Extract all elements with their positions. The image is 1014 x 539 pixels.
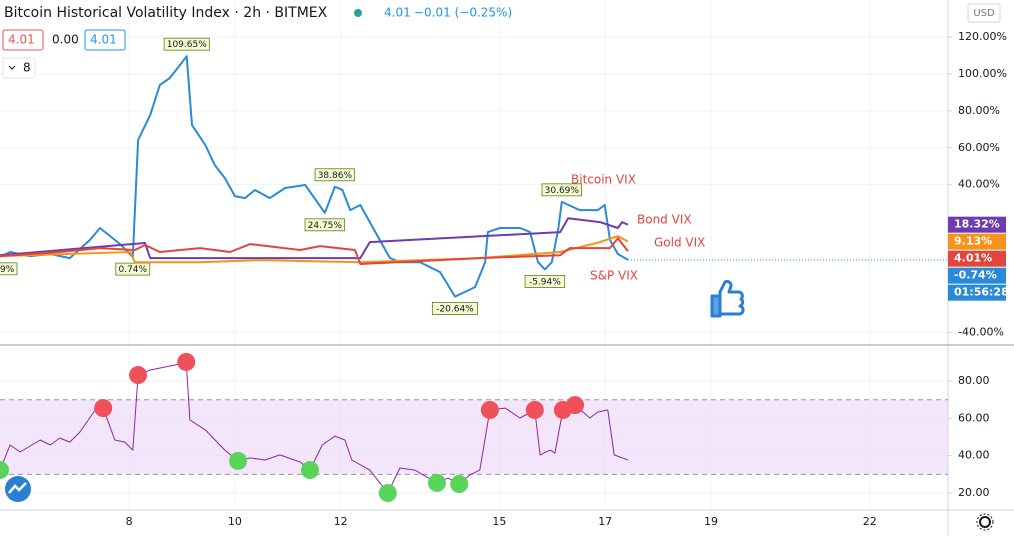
value-label-box bbox=[314, 168, 356, 182]
chart-title: Bitcoin Historical Volatility Index · 2h… bbox=[4, 5, 328, 21]
value: 0.00 bbox=[52, 33, 79, 47]
series-name: Bitcoin VIX bbox=[571, 173, 636, 187]
series-name: Bond VIX bbox=[637, 213, 692, 227]
last-value-tag bbox=[948, 267, 1006, 284]
main-pane: Bitcoin VIX 0.89% 0.74% 109.65% 24.75% 38.86%… bbox=[0, 37, 948, 315]
value-label-box bbox=[524, 275, 566, 288]
signal-dot bbox=[229, 451, 248, 470]
last-value-tag bbox=[948, 216, 1006, 233]
signal-dot bbox=[301, 461, 320, 480]
value: 4.01 bbox=[90, 33, 117, 47]
series-line bbox=[0, 217, 629, 260]
value-label: 0.74% bbox=[118, 265, 147, 275]
y-tick-label: 40.00 bbox=[958, 449, 990, 462]
settings-gear[interactable] bbox=[976, 513, 994, 531]
signal-dot bbox=[378, 484, 397, 503]
x-tick-label: 15 bbox=[492, 515, 506, 528]
value-label: 38.86% bbox=[318, 171, 353, 181]
y-tick-label: 40.00% bbox=[958, 178, 1000, 191]
rsi-pane bbox=[0, 352, 948, 503]
series-line bbox=[0, 55, 629, 298]
last-value-label: 18.32% bbox=[954, 218, 1000, 231]
header: Bitcoin Historical Volatility Index · 2h… bbox=[2, 3, 1001, 79]
y-tick-label: 100.00% bbox=[958, 67, 1007, 80]
x-tick-label: 22 bbox=[863, 515, 877, 528]
currency-box[interactable] bbox=[967, 3, 1001, 23]
value-label-box bbox=[0, 262, 18, 276]
band bbox=[0, 399, 948, 475]
y-tick-label: 60.00 bbox=[958, 411, 990, 424]
value: 4.01 bbox=[8, 33, 35, 47]
signal-dot bbox=[566, 396, 585, 415]
value-label: -20.64% bbox=[436, 305, 474, 315]
series-line bbox=[0, 237, 629, 265]
x-tick-label: 17 bbox=[598, 515, 612, 528]
thumbs-up bbox=[710, 279, 745, 318]
value-label-box bbox=[541, 183, 583, 197]
signal-dot bbox=[177, 352, 196, 371]
last-value-tag bbox=[948, 233, 1006, 250]
series-name: Gold VIX bbox=[654, 236, 705, 250]
countdown: 01:56:28 bbox=[954, 286, 1009, 299]
indicator-count: 8 bbox=[23, 61, 31, 75]
signal-dot bbox=[525, 400, 544, 419]
value-label: -5.94% bbox=[529, 277, 561, 287]
y-tick-label: -40.00% bbox=[958, 325, 1004, 338]
value-label-box bbox=[431, 302, 478, 315]
collapse-button[interactable] bbox=[2, 57, 36, 79]
value-label: 0.89% bbox=[0, 265, 15, 275]
x-tick-label: 12 bbox=[334, 515, 348, 528]
countdown-tag bbox=[948, 284, 1006, 301]
logo[interactable] bbox=[5, 476, 31, 502]
x-tick-label: 10 bbox=[228, 515, 242, 528]
last-value-label: 9.13% bbox=[954, 235, 992, 248]
currency: USD bbox=[973, 8, 995, 19]
value-box bbox=[2, 29, 44, 51]
signal-dot bbox=[129, 366, 148, 385]
value-label-box bbox=[304, 218, 346, 232]
y-tick-label: 120.00% bbox=[958, 30, 1007, 43]
last-value: 4.01 bbox=[384, 6, 411, 20]
value-label: 109.65% bbox=[167, 40, 207, 50]
last-value-label: -0.74% bbox=[954, 269, 997, 282]
value-label-box bbox=[115, 262, 151, 276]
value-box bbox=[84, 29, 126, 51]
y-tick-label: 20.00 bbox=[958, 486, 990, 499]
chevron bbox=[8, 65, 16, 70]
value-label: 30.69% bbox=[545, 186, 580, 196]
change: −0.01 (−0.25%) bbox=[414, 6, 512, 20]
status-dot bbox=[354, 9, 362, 17]
x-tick-label: 19 bbox=[704, 515, 718, 528]
last-value-tag bbox=[948, 250, 1006, 267]
y-tick-label: 80.00 bbox=[958, 374, 990, 387]
value-label: 24.75% bbox=[308, 221, 343, 231]
signal-dot bbox=[0, 461, 9, 480]
x-tick-label: 8 bbox=[126, 515, 133, 528]
value-label-box bbox=[163, 37, 210, 51]
signal-dot bbox=[427, 473, 446, 492]
series-name: S&P VIX bbox=[590, 269, 638, 283]
y-tick-label: 60.00% bbox=[958, 141, 1000, 154]
signal-dot bbox=[94, 399, 113, 418]
y-tick-label: 80.00% bbox=[958, 104, 1000, 117]
last-value-label: 4.01% bbox=[954, 252, 992, 265]
signal-dot bbox=[450, 475, 469, 494]
signal-dot bbox=[480, 400, 499, 419]
axes: 120.00% 100.00% 80.00% 60.00% 40.00% -40.00% 1… bbox=[126, 30, 1009, 528]
